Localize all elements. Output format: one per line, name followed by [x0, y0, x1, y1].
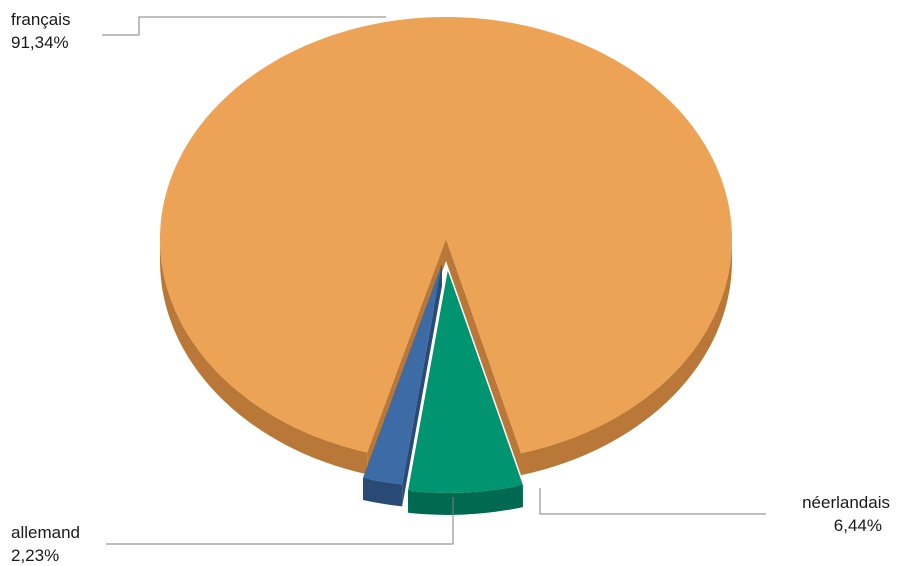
- slice-rim-neerlandais: [408, 485, 523, 515]
- label-value-neerlandais: 6,44%: [834, 516, 882, 535]
- slice-allemand: [363, 264, 442, 485]
- data-labels: français 91,34% néerlandais 6,44% allema…: [11, 10, 890, 565]
- leader-line-francais: [102, 16, 386, 36]
- slice-face-allemand: [402, 264, 442, 507]
- label-value-allemand: 2,23%: [11, 546, 59, 565]
- leader-line-neerlandais: [539, 488, 766, 515]
- leader-lines: [102, 16, 766, 545]
- pie-tops: [159, 16, 732, 493]
- slice-face-francais: [446, 239, 522, 476]
- label-value-francais: 91,34%: [11, 33, 69, 52]
- label-name-allemand: allemand: [11, 523, 80, 542]
- label-name-francais: français: [11, 10, 71, 29]
- slice-rim-francais: [521, 239, 732, 476]
- slice-neerlandais: [408, 270, 523, 493]
- leader-line-allemand: [106, 497, 454, 545]
- slice-francais: [159, 16, 732, 454]
- slice-rim-allemand: [363, 477, 403, 507]
- slice-rim-francais: [160, 239, 368, 475]
- label-name-neerlandais: néerlandais: [802, 493, 890, 512]
